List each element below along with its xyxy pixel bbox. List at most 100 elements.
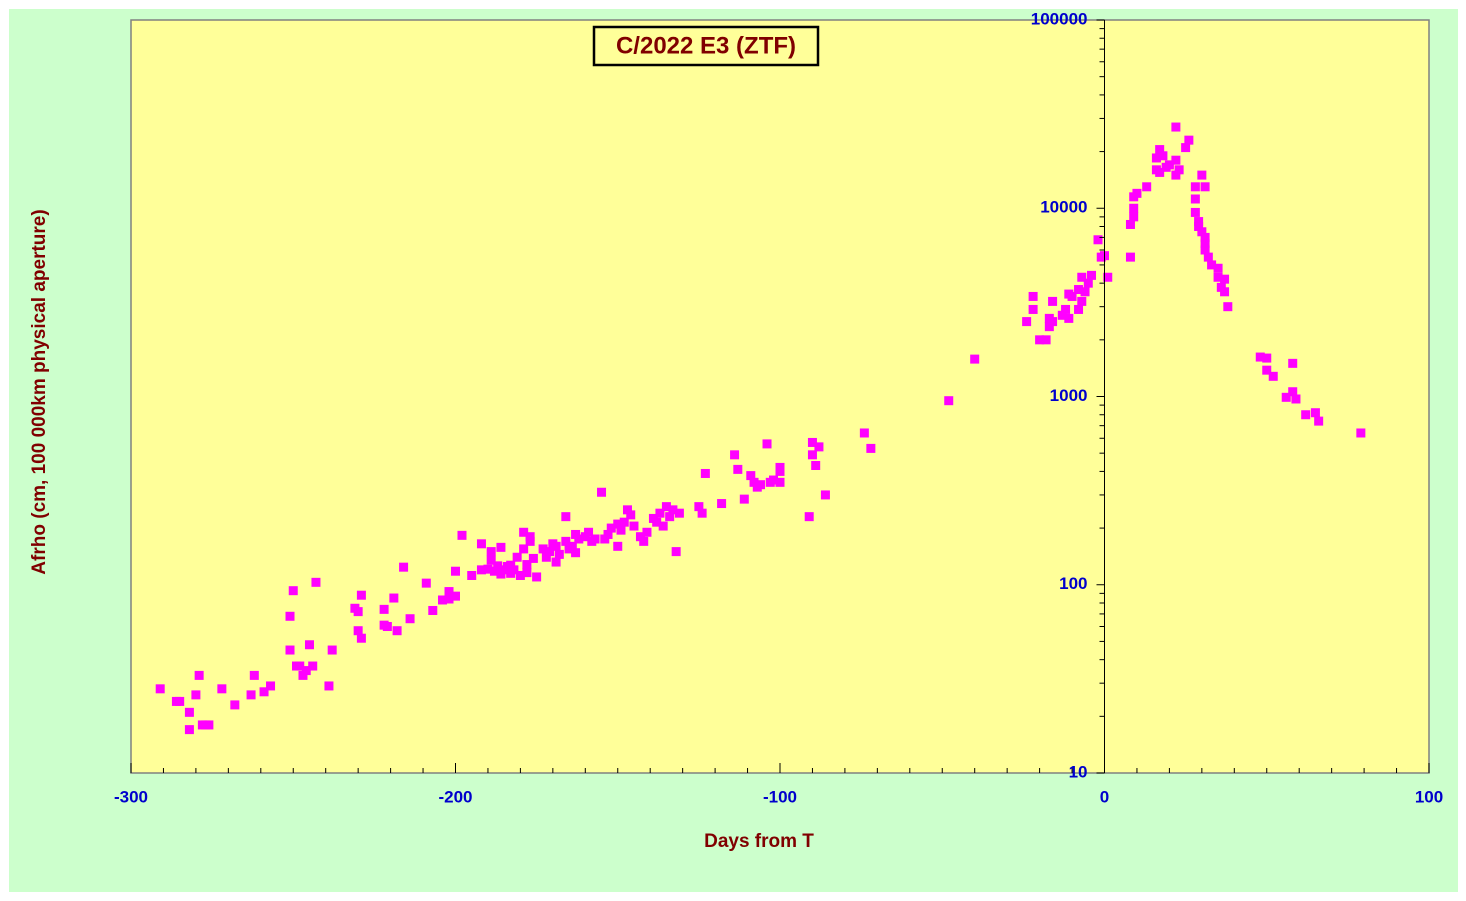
data-point xyxy=(807,450,817,460)
data-point xyxy=(1103,272,1113,282)
data-point xyxy=(298,670,308,680)
data-point xyxy=(285,611,295,621)
data-point xyxy=(1194,221,1204,231)
data-point xyxy=(1028,291,1038,301)
data-point xyxy=(1190,207,1200,217)
data-point xyxy=(762,439,772,449)
data-point xyxy=(230,700,240,710)
data-point xyxy=(382,622,392,632)
data-point xyxy=(639,536,649,546)
data-point xyxy=(619,517,629,527)
data-point xyxy=(1262,353,1272,363)
data-point xyxy=(1200,245,1210,255)
data-point xyxy=(1064,313,1074,323)
data-point xyxy=(204,720,214,730)
data-point xyxy=(590,534,600,544)
data-point xyxy=(1125,219,1135,229)
data-point xyxy=(184,725,194,735)
data-point xyxy=(356,633,366,643)
data-point xyxy=(613,541,623,551)
data-point xyxy=(519,544,529,554)
data-point xyxy=(421,578,431,588)
data-point xyxy=(1220,287,1230,297)
data-point xyxy=(392,626,402,636)
data-point xyxy=(295,661,305,671)
data-point xyxy=(1197,227,1207,237)
data-point xyxy=(668,505,678,515)
data-point xyxy=(1155,167,1165,177)
data-point xyxy=(405,614,415,624)
data-point xyxy=(769,475,779,485)
data-point xyxy=(567,541,577,551)
data-point xyxy=(522,560,532,570)
data-point xyxy=(541,552,551,562)
data-point xyxy=(671,547,681,557)
data-point xyxy=(489,566,499,576)
data-point xyxy=(756,480,766,490)
x-tick-label: -100 xyxy=(763,787,797,806)
data-point xyxy=(652,517,662,527)
data-point xyxy=(1061,304,1071,314)
data-point xyxy=(1314,416,1324,426)
data-point xyxy=(428,605,438,615)
data-point xyxy=(1207,260,1217,270)
data-point xyxy=(509,565,519,575)
data-point xyxy=(1067,291,1077,301)
data-point xyxy=(1151,153,1161,163)
y-tick-label: 10000 xyxy=(1040,198,1087,217)
data-point xyxy=(1197,170,1207,180)
data-point xyxy=(1129,203,1139,213)
data-point xyxy=(444,594,454,604)
data-point xyxy=(1190,194,1200,204)
data-point xyxy=(658,521,668,531)
data-point xyxy=(626,510,636,520)
data-point xyxy=(1356,428,1366,438)
data-point xyxy=(551,541,561,551)
data-point xyxy=(379,604,389,614)
chart-title: C/2022 E3 (ZTF) xyxy=(616,32,796,59)
data-point xyxy=(266,681,276,691)
data-point xyxy=(1288,387,1298,397)
data-point xyxy=(285,645,295,655)
data-point xyxy=(1220,274,1230,284)
data-point xyxy=(399,562,409,572)
data-point xyxy=(1174,165,1184,175)
data-point xyxy=(665,512,675,522)
data-point xyxy=(194,670,204,680)
data-point xyxy=(304,640,314,650)
data-point xyxy=(749,477,759,487)
data-point xyxy=(600,534,610,544)
data-point xyxy=(1093,235,1103,245)
data-point xyxy=(1171,170,1181,180)
data-point xyxy=(438,595,448,605)
data-point xyxy=(674,508,684,518)
data-point xyxy=(324,681,334,691)
data-point xyxy=(191,690,201,700)
data-point xyxy=(655,508,665,518)
data-point xyxy=(155,684,165,694)
data-point xyxy=(483,564,493,574)
data-point xyxy=(730,450,740,460)
data-point xyxy=(1132,188,1142,198)
data-point xyxy=(528,553,538,563)
data-point xyxy=(1262,365,1272,375)
data-point xyxy=(661,502,671,512)
data-point xyxy=(1301,410,1311,420)
data-point xyxy=(532,572,542,582)
data-point xyxy=(814,442,824,452)
data-point xyxy=(515,570,525,580)
data-point xyxy=(545,547,555,557)
data-point xyxy=(1155,145,1165,155)
data-point xyxy=(1171,155,1181,165)
y-tick-label: 1000 xyxy=(1050,386,1088,405)
data-point xyxy=(1268,371,1278,381)
title-box xyxy=(592,25,820,67)
data-point xyxy=(1142,182,1152,192)
data-point xyxy=(1158,151,1168,161)
data-point xyxy=(746,471,756,481)
data-point xyxy=(635,532,645,542)
data-point xyxy=(1200,232,1210,242)
data-point xyxy=(807,437,817,447)
data-point xyxy=(356,590,366,600)
